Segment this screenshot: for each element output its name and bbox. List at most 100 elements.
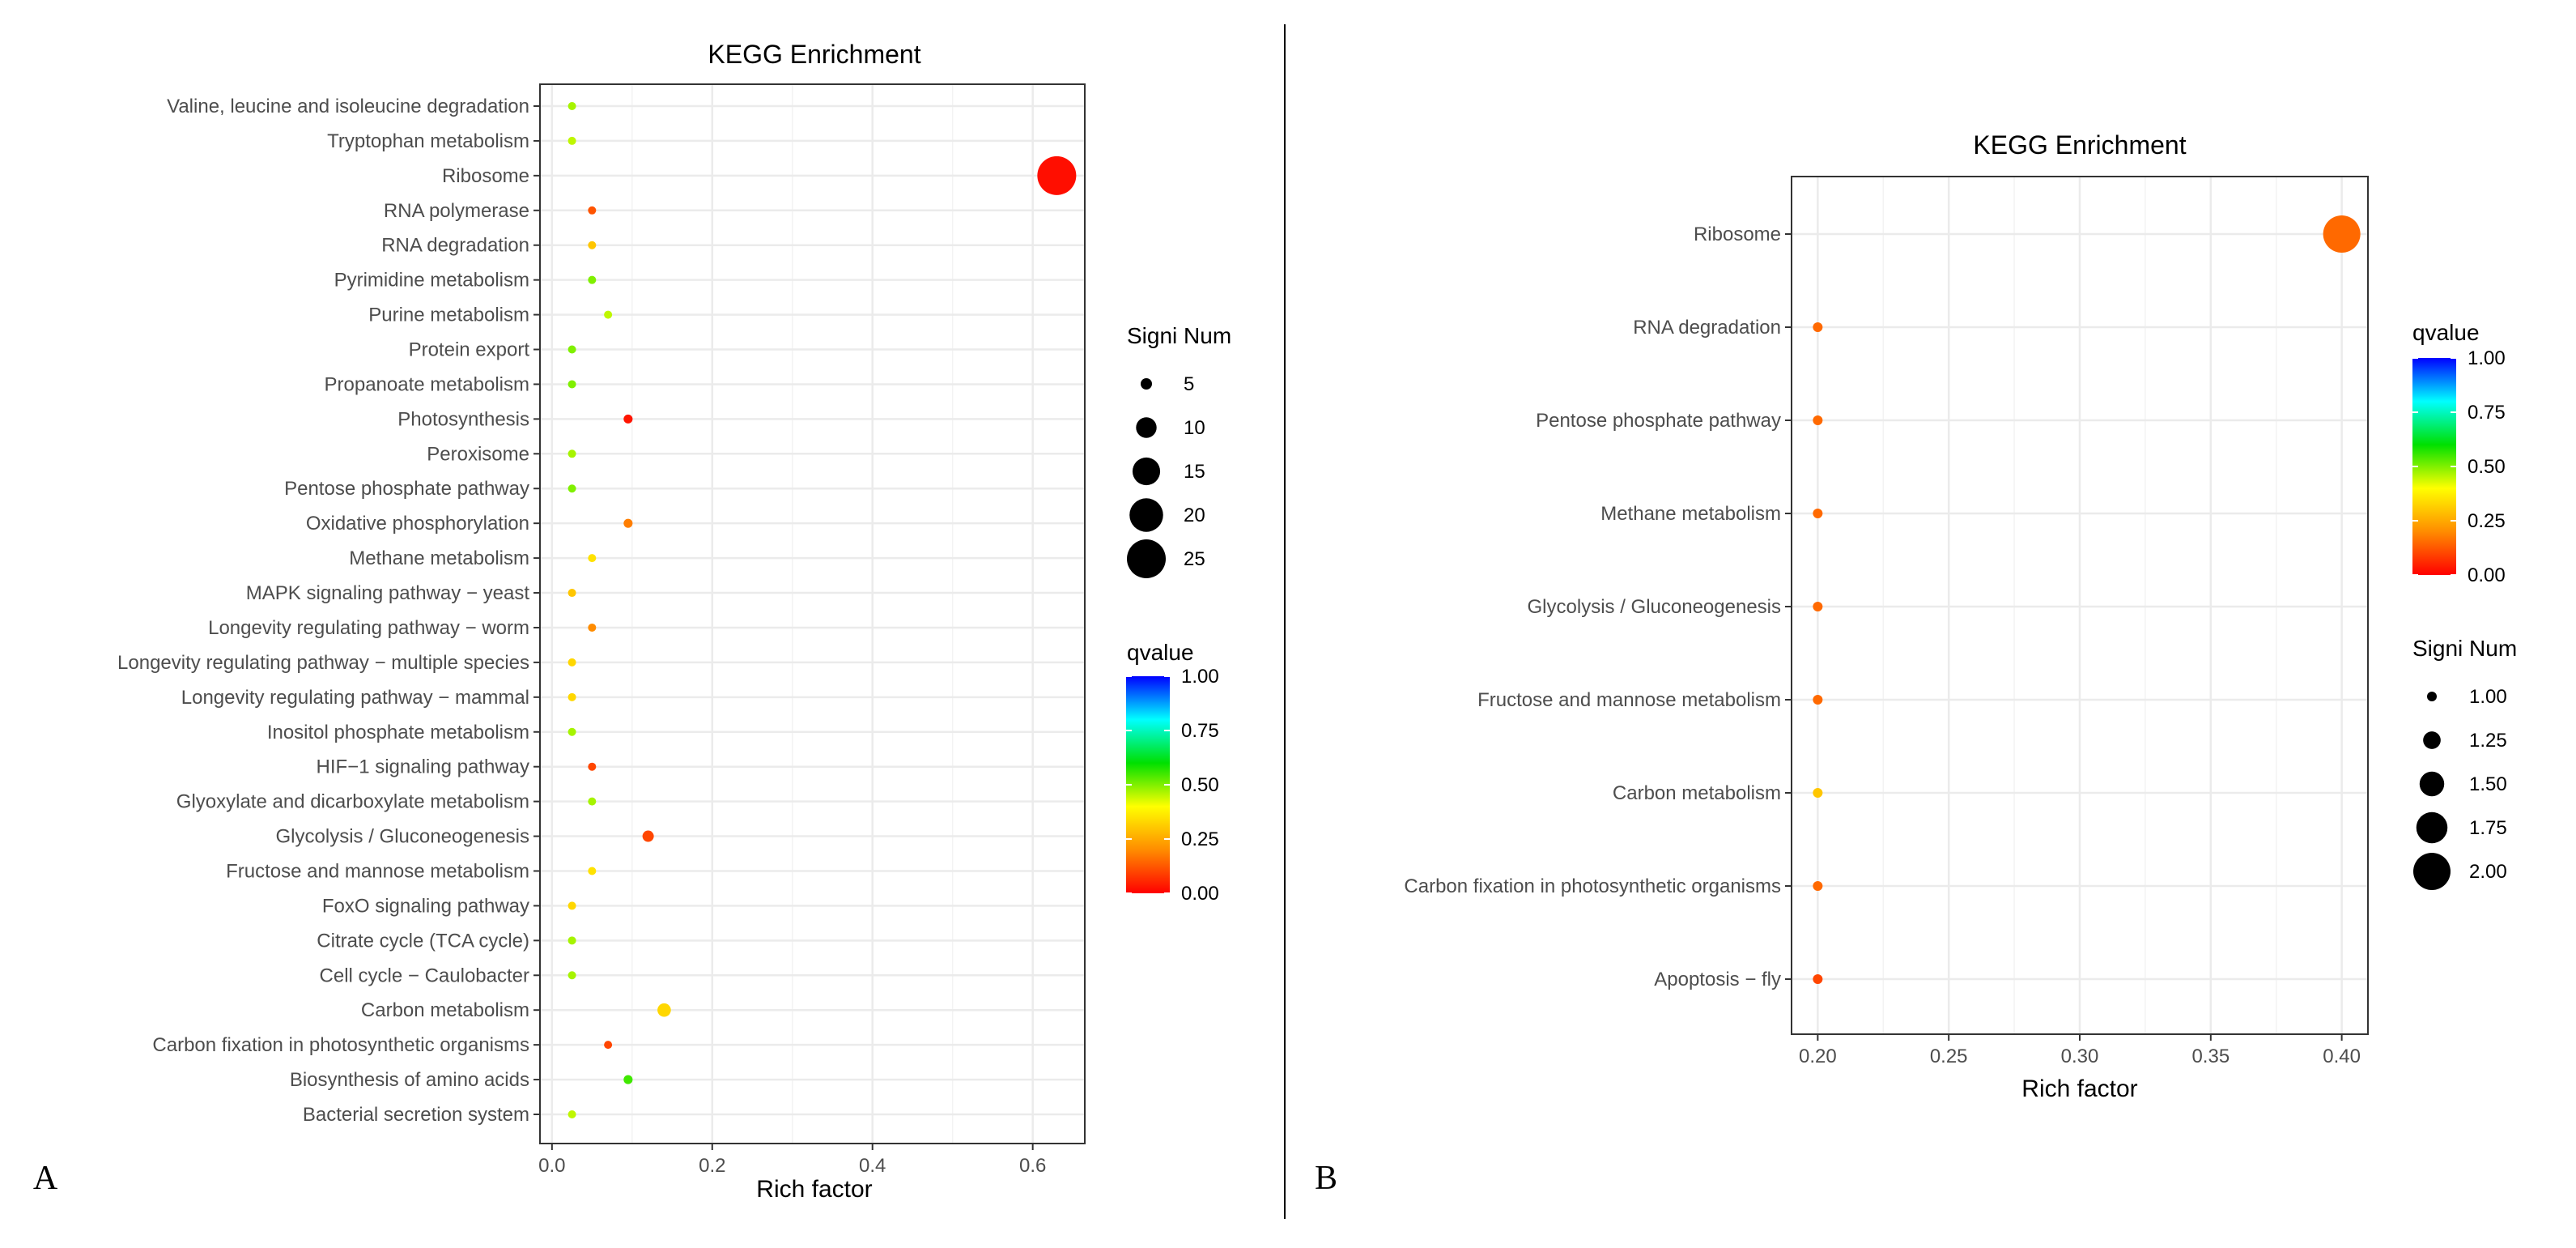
- panel-a-point-propanoate-metabolism: [567, 380, 576, 389]
- panel-a-point-protein-export: [567, 345, 576, 354]
- panel-b-point-methane-metabolism: [1813, 509, 1823, 518]
- panel-b-size-legend-label: 1.25: [2469, 730, 2507, 752]
- panel-a-y-tick-label: Pentose phosphate pathway: [284, 478, 529, 500]
- panel-a-point-glyoxylate-and-dicarboxylate-metabolism: [588, 797, 597, 806]
- panel-b-size-legend-label: 1.75: [2469, 817, 2507, 839]
- panel-b-y-tick-label: Ribosome: [1694, 224, 1781, 245]
- panel-a-point-mapk-signaling-pathway-yeast: [567, 589, 576, 598]
- panel-b-colorbar: [2412, 358, 2456, 575]
- panel-b: KEGG Enrichment Rich factor B qvalue Sig…: [1315, 130, 2517, 1197]
- panel-b-x-tick-label: 0.35: [2191, 1046, 2230, 1067]
- panel-b-letter: B: [1315, 1160, 1337, 1197]
- panel-a-point-methane-metabolism: [588, 554, 597, 563]
- panel-b-size-legend-dot: [2416, 811, 2448, 844]
- panel-a-colorbar-label: 0.75: [1181, 720, 1219, 742]
- panel-b-size-legend-title: Signi Num: [2412, 636, 2517, 661]
- panel-b-y-tick-label: Fructose and mannose metabolism: [1477, 689, 1781, 711]
- panel-b-point-pentose-phosphate-pathway: [1813, 415, 1823, 425]
- panel-a-y-tick-label: HIF−1 signaling pathway: [317, 756, 529, 778]
- panel-a-size-legend-label: 15: [1184, 461, 1205, 483]
- panel-b-point-apoptosis-fly: [1813, 974, 1823, 984]
- panel-a-y-tick-label: Methane metabolism: [349, 547, 529, 569]
- panel-a-y-tick-label: Ribosome: [442, 165, 529, 187]
- panel-b-colorbar-label: 0.00: [2468, 564, 2506, 586]
- panel-a-size-legend-dot: [1129, 498, 1163, 532]
- panel-a-point-tryptophan-metabolism: [567, 136, 576, 145]
- panel-a-x-axis-label: Rich factor: [756, 1176, 872, 1203]
- panel-a-point-pyrimidine-metabolism: [588, 275, 597, 284]
- panel-a-point-pentose-phosphate-pathway: [567, 484, 576, 493]
- panel-b-y-tick-label: Apoptosis − fly: [1654, 969, 1781, 990]
- panel-a-x-tick-label: 0.0: [538, 1155, 565, 1177]
- panel-b-y-tick-label: Pentose phosphate pathway: [1536, 410, 1781, 432]
- panel-b-y-tick-label: Methane metabolism: [1600, 503, 1781, 525]
- panel-a-y-tick-label: Longevity regulating pathway − mammal: [181, 687, 529, 709]
- panel-a-size-legend-dot: [1127, 539, 1166, 578]
- panel-b-x-tick-label: 0.20: [1799, 1046, 1837, 1067]
- panel-b-point-fructose-and-mannose-metabolism: [1813, 695, 1823, 705]
- panel-a-point-carbon-fixation-in-photosynthetic-organisms: [604, 1041, 613, 1050]
- panel-a-point-carbon-metabolism: [657, 1003, 671, 1017]
- panel-a-x-tick-label: 0.4: [859, 1155, 886, 1177]
- panel-b-size-legend-label: 2.00: [2469, 861, 2507, 883]
- panel-a-y-tick-label: Valine, leucine and isoleucine degradati…: [167, 96, 529, 117]
- panel-a-y-tick-label: FoxO signaling pathway: [322, 895, 529, 917]
- panel-a-point-longevity-regulating-pathway-multiple-species: [567, 658, 576, 667]
- panel-b-colorbar-label: 0.50: [2468, 456, 2506, 478]
- panel-a-point-glycolysis-gluconeogenesis: [642, 830, 654, 842]
- panel-a-size-legend-label: 25: [1184, 548, 1205, 570]
- panel-a-y-tick-label: Oxidative phosphorylation: [306, 513, 529, 535]
- panel-b-point-carbon-metabolism: [1813, 788, 1823, 798]
- panel-a-y-tick-label: RNA degradation: [381, 235, 529, 257]
- panel-a-point-rna-polymerase: [588, 206, 597, 215]
- panel-a-point-foxo-signaling-pathway: [567, 901, 576, 910]
- panel-a-size-legend-label: 20: [1184, 505, 1205, 526]
- panel-a-x-tick-label: 0.2: [699, 1155, 725, 1177]
- panel-a-y-tick-label: Tryptophan metabolism: [327, 130, 529, 152]
- panel-a-colorbar-label: 0.25: [1181, 828, 1219, 850]
- panel-b-size-legend-label: 1.00: [2469, 686, 2507, 708]
- panel-a-y-tick-label: Carbon fixation in photosynthetic organi…: [152, 1034, 529, 1056]
- panel-a-size-legend-dot: [1132, 457, 1161, 486]
- panel-a-point-longevity-regulating-pathway-worm: [588, 623, 597, 632]
- panel-a-colorbar-label: 0.50: [1181, 774, 1219, 796]
- panel-b-size-legend-label: 1.50: [2469, 773, 2507, 795]
- panel-a-y-tick-label: Glycolysis / Gluconeogenesis: [276, 826, 529, 848]
- panel-a-size-legend-title: Signi Num: [1127, 323, 1231, 348]
- panel-a-y-tick-label: Longevity regulating pathway − worm: [208, 617, 529, 639]
- panel-a-plot-area: [539, 83, 1086, 1144]
- panel-b-point-rna-degradation: [1813, 322, 1823, 332]
- panel-a-size-legend-dot: [1136, 417, 1157, 438]
- panel-a-colorbar: [1126, 676, 1170, 893]
- panel-a-size-legend-label: 5: [1184, 373, 1194, 395]
- panel-a-y-tick-label: Photosynthesis: [397, 408, 529, 430]
- panel-a-colorbar-label: 1.00: [1181, 666, 1219, 688]
- panel-b-y-tick-label: RNA degradation: [1633, 317, 1781, 339]
- panel-a-point-purine-metabolism: [604, 310, 613, 319]
- panel-a-y-tick-label: Biosynthesis of amino acids: [290, 1069, 529, 1091]
- panel-a-size-legend-dot: [1141, 378, 1152, 390]
- panel-b-x-tick-label: 0.25: [1930, 1046, 1968, 1067]
- panel-a-point-photosynthesis: [623, 414, 633, 424]
- panel-a-point-cell-cycle-caulobacter: [567, 971, 576, 980]
- panel-b-colorbar-label: 0.75: [2468, 402, 2506, 424]
- panel-b-x-axis-label: Rich factor: [2021, 1075, 2137, 1102]
- panel-a-size-legend-label: 10: [1184, 417, 1205, 439]
- panel-a-point-peroxisome: [567, 449, 576, 458]
- panel-a-point-rna-degradation: [588, 241, 597, 249]
- panel-b-color-legend-title: qvalue: [2412, 320, 2480, 345]
- panel-a-y-tick-label: Carbon metabolism: [361, 999, 529, 1021]
- panel-a-point-hif-1-signaling-pathway: [588, 762, 597, 771]
- panel-a-point-valine-leucine-and-isoleucine-degradation: [567, 102, 576, 110]
- panel-a-y-tick-label: Fructose and mannose metabolism: [226, 860, 529, 882]
- panel-b-title: KEGG Enrichment: [1973, 130, 2186, 160]
- panel-a-point-oxidative-phosphorylation: [623, 518, 633, 528]
- panel-a-point-bacterial-secretion-system: [567, 1110, 576, 1118]
- panel-a-y-tick-label: Bacterial secretion system: [303, 1104, 529, 1126]
- panel-b-y-tick-label: Glycolysis / Gluconeogenesis: [1528, 596, 1781, 618]
- panel-b-colorbar-label: 1.00: [2468, 347, 2506, 369]
- panel-a-y-tick-label: Glyoxylate and dicarboxylate metabolism: [176, 791, 529, 813]
- panel-a-y-tick-label: Pyrimidine metabolism: [334, 270, 529, 292]
- panel-b-point-carbon-fixation-in-photosynthetic-organisms: [1813, 881, 1823, 891]
- panel-b-y-tick-label: Carbon metabolism: [1613, 782, 1781, 804]
